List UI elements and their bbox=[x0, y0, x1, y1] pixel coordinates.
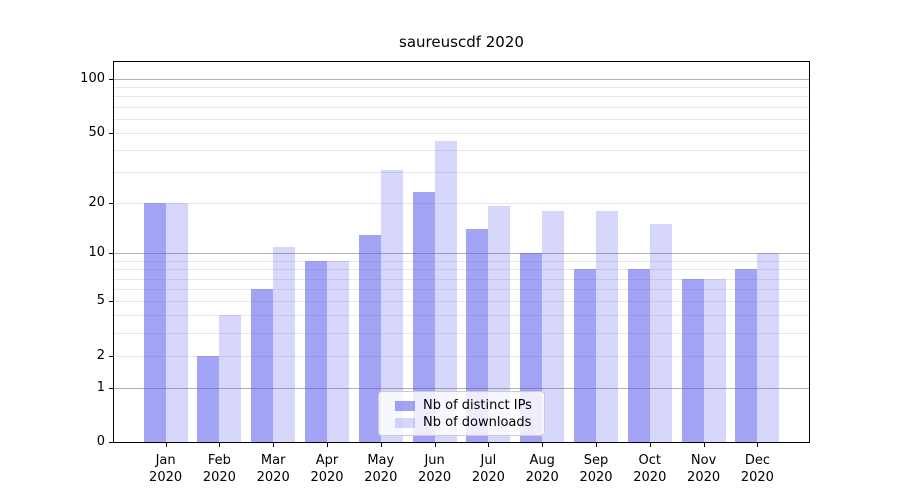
bar-downloads-feb bbox=[219, 315, 242, 442]
x-tick-mark-jun bbox=[434, 443, 436, 447]
x-tick-mark-feb bbox=[219, 443, 221, 447]
chart-title: saureuscdf 2020 bbox=[399, 33, 524, 51]
y-gridline-major-100 bbox=[114, 79, 809, 81]
y-gridline-major-1 bbox=[114, 387, 809, 389]
x-tick-label-aug: Aug 2020 bbox=[525, 453, 559, 485]
bar-downloads-jul bbox=[488, 206, 511, 442]
y-gridline-minor-40 bbox=[114, 150, 809, 151]
y-tick-label-1: 1 bbox=[96, 379, 105, 395]
x-tick-label-jul: Jul 2020 bbox=[471, 453, 505, 485]
y-tick-mark-20 bbox=[109, 202, 113, 204]
y-tick-mark-0 bbox=[109, 442, 113, 443]
y-gridline-minor-60 bbox=[114, 118, 809, 120]
x-tick-mark-aug bbox=[542, 443, 544, 447]
legend: Nb of distinct IPs Nb of downloads bbox=[378, 391, 545, 436]
x-tick-label-mar: Mar 2020 bbox=[256, 453, 290, 485]
x-tick-mark-nov bbox=[703, 443, 705, 447]
y-gridline-major-10 bbox=[114, 253, 809, 255]
bar-downloads-aug bbox=[542, 210, 565, 442]
y-gridline-minor-9 bbox=[114, 260, 809, 262]
x-tick-label-jun: Jun 2020 bbox=[418, 453, 452, 485]
y-gridline-minor-30 bbox=[114, 172, 809, 173]
y-tick-label-0: 0 bbox=[96, 434, 105, 449]
legend-swatch-distinct-ips-icon bbox=[395, 401, 415, 411]
y-gridline-minor-6 bbox=[114, 289, 809, 290]
y-gridline-minor-80 bbox=[114, 96, 809, 98]
x-tick-label-dec: Dec 2020 bbox=[740, 453, 774, 485]
x-tick-label-sep: Sep 2020 bbox=[579, 453, 613, 485]
bar-distinct-ips-sep bbox=[574, 269, 596, 442]
x-tick-label-feb: Feb 2020 bbox=[202, 453, 236, 485]
y-gridline-minor-8 bbox=[114, 269, 809, 271]
bar-distinct-ips-may bbox=[358, 234, 381, 442]
x-tick-mark-apr bbox=[327, 443, 328, 447]
x-tick-mark-dec bbox=[757, 443, 759, 447]
x-tick-label-nov: Nov 2020 bbox=[687, 453, 721, 485]
legend-swatch-downloads-icon bbox=[395, 418, 415, 428]
legend-label-distinct-ips: Nb of distinct IPs bbox=[423, 398, 532, 413]
y-gridline-minor-3 bbox=[114, 333, 809, 334]
y-tick-mark-50 bbox=[109, 132, 113, 134]
bar-distinct-ips-jun bbox=[412, 192, 435, 442]
bar-downloads-oct bbox=[649, 224, 672, 442]
y-gridline-minor-2 bbox=[114, 355, 809, 357]
legend-item-distinct-ips: Nb of distinct IPs bbox=[395, 398, 536, 414]
y-tick-label-100: 100 bbox=[80, 71, 105, 87]
x-tick-mark-oct bbox=[649, 443, 651, 447]
y-tick-mark-100 bbox=[109, 79, 113, 81]
bar-distinct-ips-feb bbox=[197, 355, 220, 442]
bar-distinct-ips-jul bbox=[466, 229, 489, 442]
y-gridline-minor-70 bbox=[114, 106, 809, 108]
bar-downloads-jun bbox=[434, 140, 457, 442]
y-tick-label-2: 2 bbox=[96, 347, 105, 363]
x-tick-mark-jan bbox=[165, 443, 167, 447]
bar-downloads-nov bbox=[703, 278, 726, 442]
bar-downloads-dec bbox=[757, 253, 780, 442]
x-tick-mark-may bbox=[380, 443, 382, 447]
y-tick-label-50: 50 bbox=[88, 124, 105, 140]
x-tick-mark-sep bbox=[596, 443, 597, 447]
x-tick-mark-mar bbox=[273, 443, 275, 447]
y-tick-label-10: 10 bbox=[88, 245, 105, 261]
plot-area bbox=[113, 61, 810, 443]
bar-downloads-sep bbox=[596, 210, 618, 442]
y-tick-mark-2 bbox=[109, 355, 113, 357]
bar-downloads-mar bbox=[273, 246, 296, 442]
y-gridline-minor-90 bbox=[114, 87, 809, 89]
y-tick-label-5: 5 bbox=[96, 293, 105, 309]
legend-label-downloads: Nb of downloads bbox=[423, 415, 532, 430]
bar-distinct-ips-mar bbox=[251, 289, 274, 442]
x-tick-mark-jul bbox=[488, 443, 490, 447]
x-tick-label-oct: Oct 2020 bbox=[633, 453, 667, 485]
x-tick-label-apr: Apr 2020 bbox=[310, 453, 344, 485]
y-gridline-minor-20 bbox=[114, 202, 809, 204]
bar-downloads-apr bbox=[327, 260, 349, 442]
y-gridline-minor-5 bbox=[114, 301, 809, 303]
y-gridline-minor-50 bbox=[114, 132, 809, 134]
y-tick-mark-10 bbox=[109, 253, 113, 255]
bar-downloads-may bbox=[380, 169, 403, 442]
bar-distinct-ips-jan bbox=[143, 202, 166, 442]
y-tick-mark-5 bbox=[109, 301, 113, 303]
legend-item-downloads: Nb of downloads bbox=[395, 415, 536, 431]
bar-distinct-ips-apr bbox=[305, 260, 327, 442]
x-tick-label-may: May 2020 bbox=[364, 453, 398, 485]
y-tick-label-20: 20 bbox=[88, 194, 105, 210]
bar-distinct-ips-nov bbox=[681, 278, 704, 442]
bar-distinct-ips-dec bbox=[735, 269, 758, 442]
bar-downloads-jan bbox=[165, 202, 188, 442]
x-tick-label-jan: Jan 2020 bbox=[149, 453, 183, 485]
bar-distinct-ips-oct bbox=[627, 269, 650, 442]
y-gridline-minor-7 bbox=[114, 278, 809, 280]
y-tick-mark-1 bbox=[109, 387, 113, 389]
y-gridline-minor-4 bbox=[114, 315, 809, 317]
